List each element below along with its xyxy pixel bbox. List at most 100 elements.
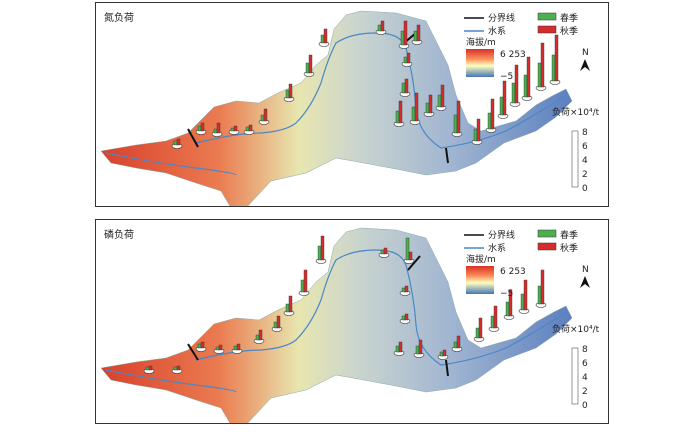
load-tick: 0 — [582, 184, 588, 194]
boundary-line — [407, 255, 421, 271]
autumn-load-bar — [176, 365, 181, 371]
load-tick: 6 — [582, 142, 588, 152]
autumn-load-bar — [476, 118, 481, 142]
north-arrow-icon — [580, 276, 590, 288]
load-scale-label: 负荷×10⁴/t — [552, 106, 600, 118]
spring-load-bar — [475, 327, 480, 339]
spring-load-bar — [401, 82, 406, 94]
autumn-load-bar — [428, 94, 433, 114]
main-river — [105, 249, 567, 393]
spring-load-bar — [230, 127, 235, 132]
autumn-load-bar — [490, 98, 495, 130]
boundary-line — [187, 128, 199, 148]
spring-load-bar — [505, 301, 510, 317]
elevation-colorbar — [466, 266, 494, 294]
autumn-load-bar — [502, 80, 507, 116]
elevation-min: −5 — [500, 72, 513, 82]
spring-load-bar — [523, 74, 528, 98]
autumn-load-bar — [308, 54, 313, 74]
spring-load-bar — [401, 287, 406, 293]
autumn-load-bar — [216, 122, 221, 134]
load-bars — [171, 20, 561, 149]
spring-load-bar — [401, 315, 406, 321]
north-label: N — [582, 48, 589, 58]
spring-load-bar — [213, 128, 218, 134]
autumn-load-bar — [478, 317, 483, 339]
spring-load-bar — [405, 237, 410, 261]
autumn-load-bar — [493, 305, 498, 329]
autumn-load-bar — [404, 313, 409, 321]
load-scale-label: 负荷×10⁴/t — [552, 323, 600, 335]
legend-river-label: 水系 — [488, 242, 506, 254]
autumn-load-bar — [200, 341, 205, 349]
load-bars — [143, 235, 547, 374]
autumn-load-bar — [404, 285, 409, 293]
spring-load-bar — [499, 96, 504, 116]
spring-load-bar — [453, 114, 458, 134]
spring-load-bar — [537, 62, 542, 88]
boundary-line — [445, 147, 449, 164]
legend-spring-swatch — [537, 12, 557, 21]
legend-river-label: 水系 — [488, 25, 506, 37]
autumn-load-bar — [200, 122, 205, 132]
panel-title: 氮负荷 — [104, 13, 134, 24]
spring-load-bar — [380, 249, 385, 255]
nitrogen-map: 分界线 水系 春季 秋季 海拔/m 6 253 −5 N 负荷×10⁴/t 8 … — [100, 10, 600, 206]
autumn-load-bar — [233, 125, 238, 132]
legend-autumn-swatch — [537, 25, 557, 34]
spring-load-bar — [197, 343, 202, 349]
autumn-load-bar — [288, 83, 293, 99]
boundary-line — [187, 343, 199, 361]
autumn-load-bar — [276, 315, 281, 329]
phosphorus-load-panel: 磷负荷 分界线 水系 — [95, 219, 609, 424]
spring-load-bar — [197, 125, 202, 132]
autumn-load-bar — [514, 64, 519, 104]
load-tick: 2 — [582, 387, 588, 397]
spring-load-bar — [317, 245, 322, 261]
basin-area — [100, 227, 573, 423]
spring-load-bar — [305, 62, 310, 74]
elevation-colorbar — [466, 49, 494, 77]
legend-spring-label: 春季 — [560, 12, 578, 24]
autumn-load-bar — [456, 100, 461, 134]
spring-load-bar — [285, 89, 290, 99]
load-tick: 8 — [582, 128, 588, 138]
spring-load-bar — [453, 341, 458, 349]
boundary-line — [445, 359, 449, 377]
autumn-load-bar — [148, 365, 153, 371]
legend-boundary-label: 分界线 — [488, 229, 515, 241]
spring-load-bar — [273, 321, 278, 329]
autumn-load-bar — [263, 108, 268, 122]
spring-load-bar — [145, 366, 150, 371]
panel-title: 磷负荷 — [104, 230, 134, 241]
elevation-label: 海拔/m — [466, 36, 496, 48]
spring-load-bar — [233, 345, 238, 351]
load-tick: 6 — [582, 359, 588, 369]
spring-load-bar — [403, 56, 408, 64]
spring-load-bar — [511, 82, 516, 104]
spring-load-bar — [487, 112, 492, 130]
autumn-load-bar — [406, 52, 411, 64]
autumn-load-bar — [404, 78, 409, 94]
autumn-load-bar — [540, 269, 545, 305]
autumn-load-bar — [380, 20, 385, 32]
autumn-load-bar — [403, 20, 408, 46]
nitrogen-load-panel: 氮负荷 — [95, 2, 609, 207]
autumn-load-bar — [408, 251, 413, 261]
autumn-load-bar — [456, 335, 461, 349]
spring-load-bar — [377, 24, 382, 32]
autumn-load-bar — [442, 349, 447, 357]
spring-load-bar — [425, 102, 430, 114]
spring-load-bar — [215, 346, 220, 351]
spring-load-bar — [173, 366, 178, 371]
autumn-load-bar — [218, 344, 223, 351]
spring-load-bar — [400, 30, 405, 46]
load-tick: 4 — [582, 373, 588, 383]
load-tick: 4 — [582, 156, 588, 166]
autumn-load-bar — [303, 269, 308, 293]
autumn-load-bar — [398, 341, 403, 353]
legend-spring-swatch — [537, 229, 557, 238]
spring-load-bar — [245, 126, 250, 132]
elevation-max: 6 253 — [500, 50, 526, 60]
spring-load-bar — [411, 106, 416, 122]
